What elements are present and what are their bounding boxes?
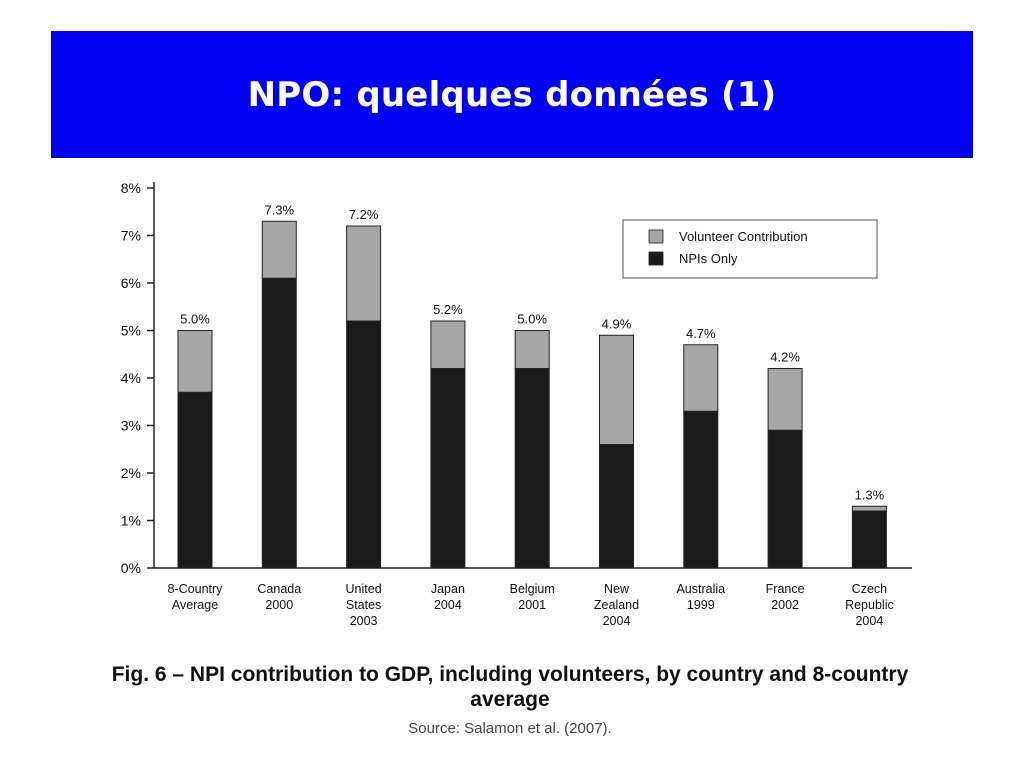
total-label: 7.2%: [349, 207, 379, 222]
category-label: 1999: [687, 598, 715, 612]
total-label: 5.2%: [433, 302, 463, 317]
bar-volunteer: [767, 368, 803, 431]
total-label: 7.3%: [264, 202, 294, 217]
category-label: Australia: [676, 582, 725, 596]
category-label: Average: [172, 598, 218, 612]
legend-label: NPIs Only: [679, 251, 738, 266]
bar-npis-only: [683, 410, 719, 569]
chart-axes: 0% 1% 2% 3% 4% 5% 6% 7% 8%: [121, 180, 912, 576]
category-label: 2004: [603, 614, 631, 628]
bar-volunteer: [346, 225, 382, 322]
bar-volunteer: [177, 330, 213, 393]
y-tick-label: 3%: [121, 418, 141, 434]
bar-npis-only: [514, 368, 550, 569]
category-label: Zealand: [594, 598, 639, 612]
category-label: 2001: [518, 598, 546, 612]
y-tick-label: 1%: [121, 513, 141, 529]
bar-volunteer: [683, 344, 719, 412]
y-tick-label: 2%: [121, 465, 141, 481]
legend-label: Volunteer Contribution: [679, 229, 808, 244]
chart-bars: [177, 220, 887, 569]
bar-npis-only: [599, 444, 634, 569]
total-label: 5.0%: [517, 312, 547, 327]
bar-npis-only: [851, 510, 887, 569]
y-tick-label: 8%: [121, 180, 141, 196]
total-label: 4.2%: [770, 350, 800, 365]
bar-volunteer: [851, 505, 887, 512]
source-caption: Source: Salamon et al. (2007).: [408, 720, 612, 737]
bar-npis-only: [261, 277, 297, 569]
chart-legend: Volunteer Contribution NPIs Only: [622, 219, 878, 279]
slide-title: NPO: quelques données (1): [247, 74, 777, 115]
total-label: 5.0%: [180, 312, 210, 327]
legend-swatch: [648, 229, 664, 244]
stacked-bar-chart: 0% 1% 2% 3% 4% 5% 6% 7% 8% 5.0% 8-Country Average 7…: [121, 180, 912, 628]
chart-labels: 5.0% 8-Country Average 7.3% Canada 2000 7.2% Un…: [168, 202, 894, 628]
bar-volunteer: [261, 220, 297, 279]
category-label: 8-Country: [168, 582, 224, 596]
bar-volunteer: [599, 334, 634, 445]
category-label: 2002: [771, 598, 799, 612]
total-label: 4.9%: [602, 316, 632, 331]
y-tick-label: 0%: [121, 560, 141, 576]
title-banner: NPO: quelques données (1): [51, 31, 973, 158]
bar-volunteer: [430, 320, 466, 369]
bar-npis-only: [430, 368, 466, 569]
total-label: 4.7%: [686, 326, 716, 341]
category-label: Republic: [845, 598, 894, 612]
bar-npis-only: [177, 391, 213, 569]
category-label: Czech: [852, 582, 887, 596]
y-tick-label: 4%: [121, 370, 141, 386]
category-label: France: [766, 582, 805, 596]
category-label: United: [346, 582, 382, 596]
category-label: Belgium: [510, 582, 555, 596]
category-label: 2000: [265, 598, 293, 612]
total-label: 1.3%: [855, 487, 885, 502]
category-label: Canada: [257, 582, 301, 596]
y-tick-label: 7%: [121, 228, 141, 244]
figure-caption: Fig. 6 – NPI contribution to GDP, includ…: [111, 663, 909, 711]
y-tick-label: 6%: [121, 275, 141, 291]
bar-npis-only: [346, 320, 382, 569]
category-label: 2004: [434, 598, 462, 612]
category-label: New: [604, 582, 630, 596]
legend-box: [622, 219, 878, 279]
category-label: Japan: [431, 582, 465, 596]
category-label: 2003: [350, 614, 378, 628]
legend-swatch: [648, 251, 664, 266]
category-label: 2004: [855, 614, 883, 628]
bar-npis-only: [767, 429, 803, 569]
bar-volunteer: [514, 330, 550, 369]
category-label: States: [346, 598, 381, 612]
y-tick-label: 5%: [121, 323, 141, 339]
